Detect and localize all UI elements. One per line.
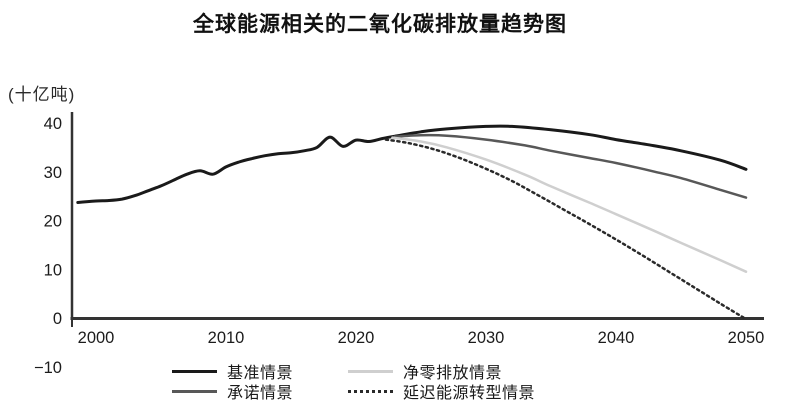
legend-line-solid-lightgray-icon xyxy=(348,369,393,373)
series-line-3 xyxy=(384,138,745,319)
legend-item-pledge: 承诺情景 xyxy=(172,382,294,402)
legend-line-solid-gray-icon xyxy=(172,389,217,393)
series-line-1 xyxy=(393,133,748,199)
x-tick-label: 2040 xyxy=(598,329,635,347)
x-tick-label: 2030 xyxy=(468,329,505,347)
x-tick-label: 2010 xyxy=(208,329,245,347)
y-tick-label: 10 xyxy=(44,261,62,279)
legend-item-delayed: 延迟能源转型情景 xyxy=(348,382,536,402)
legend-item-baseline: 基准情景 xyxy=(172,362,294,382)
y-axis-unit-label: (十亿吨) xyxy=(8,85,76,104)
y-tick-label: 30 xyxy=(44,164,62,182)
y-tick-label: 0 xyxy=(53,310,62,328)
chart-title: 全球能源相关的二氧化碳排放量趋势图 xyxy=(193,13,567,36)
y-tick-label: 20 xyxy=(44,213,62,231)
legend-line-dotted-icon xyxy=(348,389,393,393)
x-tick-label: 2050 xyxy=(728,329,765,347)
legend-label-netzero: 净零排放情景 xyxy=(403,365,503,382)
y-tick-label: 40 xyxy=(44,115,62,133)
x-tick-label: 2000 xyxy=(78,329,115,347)
y-tick-label: −10 xyxy=(34,359,62,377)
x-tick-label: 2020 xyxy=(338,329,375,347)
legend-item-netzero: 净零排放情景 xyxy=(348,362,503,382)
legend-label-pledge: 承诺情景 xyxy=(227,385,294,402)
series-line-2 xyxy=(391,136,748,273)
series-line-0 xyxy=(76,124,748,204)
legend-line-solid-black-icon xyxy=(172,369,217,373)
legend-label-baseline: 基准情景 xyxy=(227,365,294,382)
legend-label-delayed: 延迟能源转型情景 xyxy=(403,385,536,402)
